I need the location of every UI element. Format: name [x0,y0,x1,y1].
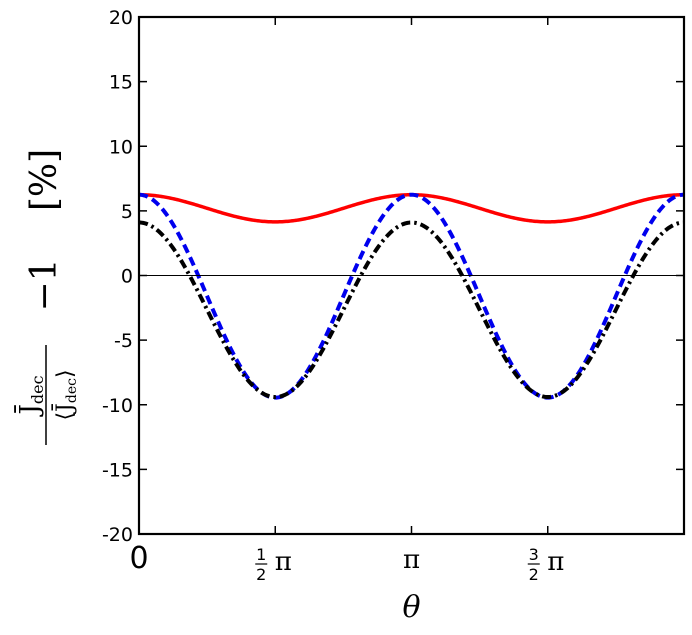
y-tick-label: 20 [109,7,133,29]
y-tick-label: -15 [102,459,133,481]
svg-text:π: π [403,545,420,575]
y-tick-label: -20 [102,524,133,546]
y-tick-label: 5 [121,201,133,223]
svg-text:1: 1 [256,545,266,564]
series-line-dashdot [138,220,685,399]
y-tick-label: 15 [109,72,133,94]
x-tick-label: π [403,545,420,575]
y-tick-label: -10 [102,395,133,417]
x-tick-label: 12 π [255,545,292,584]
y-tick-label: -5 [114,330,133,352]
y-tick-label: 10 [109,136,133,158]
series-line-solid [138,192,685,224]
y-label-suffix: −1 [24,258,65,311]
svg-text:3: 3 [529,545,539,564]
svg-text:0: 0 [129,541,148,576]
y-tick-label: 0 [121,266,133,288]
series-layer [138,192,685,400]
svg-text:2: 2 [256,565,266,584]
x-tick-label: 0 [129,541,148,576]
x-axis-label: θ [402,590,420,625]
y-label-unit: [%] [24,149,65,211]
svg-text:π: π [547,547,564,577]
y-axis-label: J̄dec⟨J̄dec⟩ −1 [%] [13,149,80,445]
y-label-denominator: ⟨J̄dec⟩ [51,369,80,420]
series-line-dashed [138,192,685,400]
x-tick-label: 32 π [527,545,564,584]
svg-text:π: π [275,547,292,577]
svg-text:2: 2 [529,565,539,584]
y-label-numerator: J̄dec [13,375,47,417]
